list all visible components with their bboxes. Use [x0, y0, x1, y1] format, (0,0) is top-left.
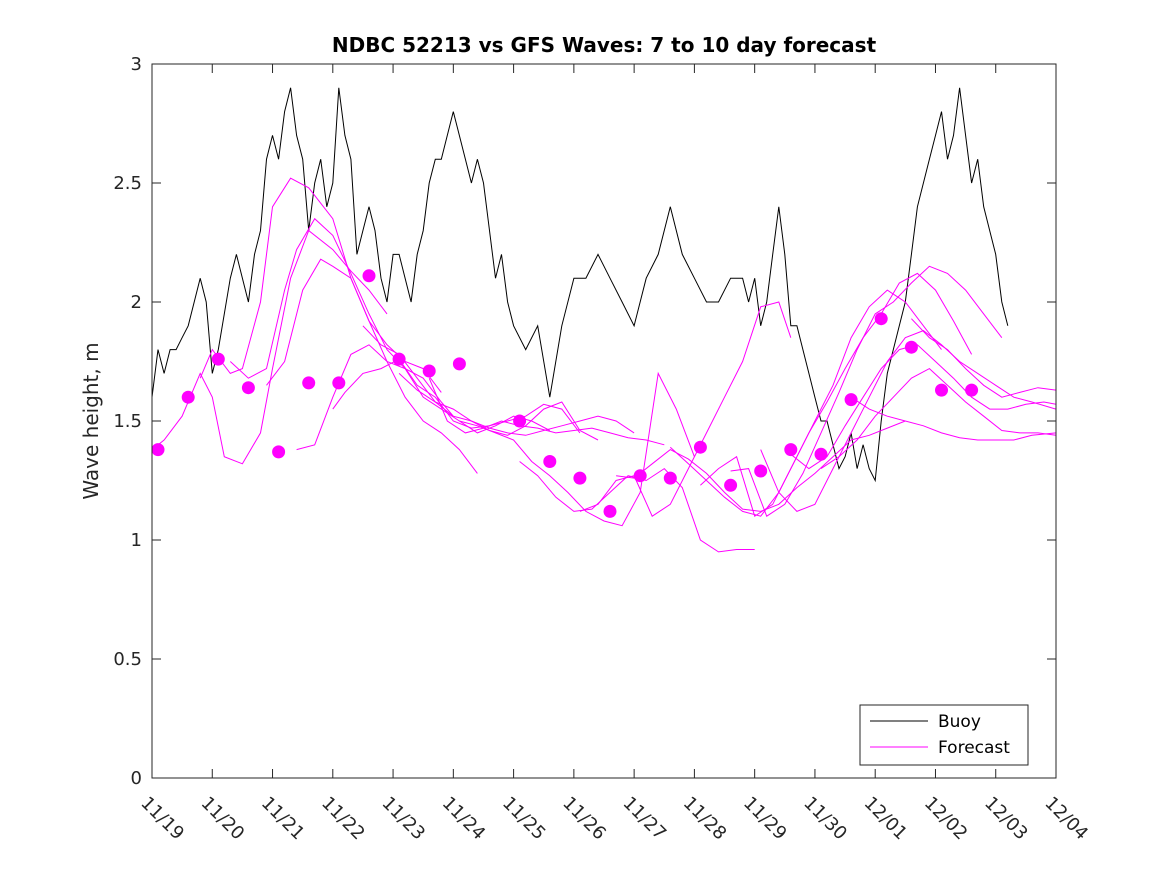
forecast-series-line-20	[911, 318, 1056, 398]
y-tick-label: 1.5	[113, 411, 142, 432]
x-tick-label: 11/27	[619, 793, 671, 845]
x-tick-label: 12/03	[980, 793, 1032, 845]
forecast-point	[965, 383, 979, 397]
forecast-series-line-9	[459, 371, 695, 527]
y-tick-label: 2.5	[113, 173, 142, 194]
forecast-point	[302, 376, 316, 390]
y-tick-label: 0	[131, 768, 142, 789]
x-tick-label: 11/29	[739, 793, 791, 845]
forecast-series-line-14	[700, 272, 973, 517]
forecast-point	[272, 445, 286, 459]
legend: Buoy Forecast	[859, 704, 1029, 766]
x-tick-label: 11/30	[799, 793, 851, 845]
y-tick-label: 1	[131, 530, 142, 551]
forecast-series-line-18	[820, 367, 1056, 470]
forecast-point	[935, 383, 948, 397]
x-tick-label: 11/25	[498, 793, 550, 845]
x-tick-label: 11/24	[438, 793, 490, 845]
buoy-series-line	[152, 87, 1009, 483]
forecast-series-line-7	[398, 373, 635, 436]
x-tick-label: 11/20	[197, 793, 249, 845]
forecast-series-line-13	[669, 289, 942, 517]
forecast-point	[211, 352, 225, 366]
forecast-point	[181, 390, 195, 404]
y-axis: 0 0.5 1 1.5 2 2.5 3	[113, 54, 1056, 789]
legend-forecast-label: Forecast	[938, 738, 1010, 758]
forecast-series-line-0	[152, 229, 388, 465]
forecast-series-line-5	[332, 358, 581, 434]
forecast-point	[422, 364, 436, 378]
forecast-series-line-11	[579, 301, 792, 517]
forecast-point	[513, 414, 527, 428]
chart-title: NDBC 52213 vs GFS Waves: 7 to 10 day for…	[332, 33, 877, 57]
forecast-series-line-12	[616, 420, 906, 512]
forecast-point	[573, 471, 587, 485]
forecast-point	[724, 478, 738, 492]
x-tick-label: 12/02	[920, 793, 972, 845]
plot-frame	[151, 63, 1057, 779]
forecast-series-line-3	[266, 258, 478, 474]
forecast-point	[904, 340, 918, 354]
x-tick-label: 12/01	[860, 793, 912, 845]
forecast-point	[392, 352, 406, 366]
forecast-point	[603, 504, 617, 518]
forecast-series-line-17	[790, 344, 1056, 470]
forecast-series-line-19	[850, 396, 1056, 441]
y-tick-label: 2	[131, 292, 142, 313]
y-tick-label: 0.5	[113, 649, 142, 670]
forecast-point	[452, 357, 466, 371]
x-tick-label: 11/28	[679, 793, 731, 845]
forecast-point	[663, 471, 677, 485]
forecast-series-line-15	[730, 265, 1003, 517]
forecast-point	[633, 469, 647, 483]
forecast-point	[814, 447, 828, 461]
forecast-series-line-16	[760, 330, 1056, 512]
x-tick-label: 11/22	[317, 793, 369, 845]
forecast-point	[844, 393, 858, 407]
forecast-point	[754, 464, 768, 478]
x-tick-label: 12/04	[1040, 793, 1092, 845]
legend-buoy-label: Buoy	[938, 712, 981, 732]
forecast-series-line-2	[229, 217, 454, 417]
forecast-point	[693, 440, 707, 454]
x-tick-label: 11/21	[257, 793, 309, 845]
forecast-point	[332, 376, 346, 390]
forecast-point	[362, 269, 376, 283]
legend-box	[859, 704, 1029, 766]
x-tick-label: 11/19	[136, 793, 188, 845]
forecast-point	[241, 381, 255, 395]
forecast-point	[152, 443, 165, 457]
y-axis-label: Wave height, m	[79, 342, 103, 499]
forecast-point	[874, 312, 888, 326]
forecast-series-line-8	[428, 378, 665, 446]
forecast-point	[784, 443, 798, 457]
forecast-point	[543, 455, 557, 468]
x-tick-label: 11/23	[378, 793, 430, 845]
y-tick-label: 3	[131, 54, 142, 75]
x-tick-label: 11/26	[558, 793, 610, 845]
